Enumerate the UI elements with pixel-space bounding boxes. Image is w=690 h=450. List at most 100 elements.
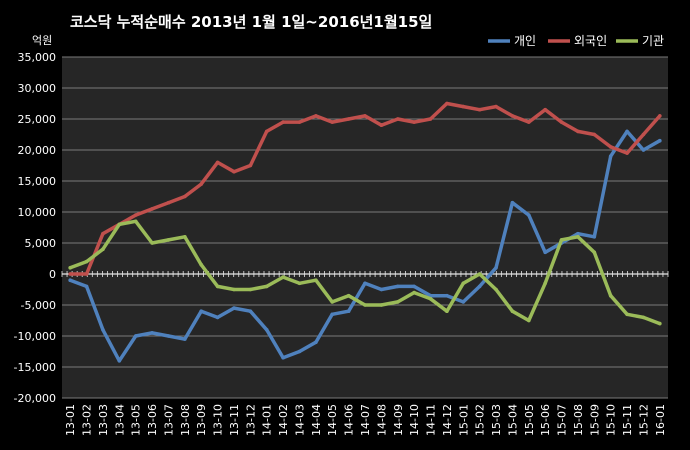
data-point [510, 114, 515, 118]
y-axis-unit-label: 억원 [32, 34, 52, 47]
y-tick-label: 10,000 [18, 206, 57, 219]
data-point [330, 300, 335, 304]
data-point [494, 266, 498, 270]
x-tick-label: 15-02 [474, 404, 487, 436]
data-point [363, 303, 367, 307]
data-point [166, 200, 171, 205]
data-point [183, 194, 187, 199]
data-point [477, 284, 482, 289]
x-tick-label: 14-07 [359, 404, 372, 436]
x-tick-label: 13-06 [146, 404, 159, 436]
x-tick-label: 14-04 [310, 404, 323, 436]
gridlines [62, 56, 668, 399]
data-point [117, 222, 122, 227]
data-point [330, 120, 335, 124]
data-point [658, 114, 662, 118]
data-point [428, 297, 433, 301]
data-point [510, 200, 515, 205]
x-tick-label: 15-01 [457, 404, 470, 436]
x-tick-label: 15-11 [621, 404, 634, 436]
data-point [576, 129, 580, 134]
x-tick-label: 15-10 [605, 404, 618, 436]
data-point [608, 145, 613, 149]
data-point [608, 154, 613, 158]
data-point [297, 349, 302, 354]
data-point [625, 129, 629, 134]
legend-label: 외국인 [574, 34, 607, 48]
data-point [150, 241, 154, 245]
data-point [314, 278, 318, 283]
data-point [395, 300, 400, 304]
data-point [199, 182, 204, 186]
data-point [395, 117, 400, 121]
data-point [264, 328, 269, 332]
x-tick-label: 13-05 [130, 404, 143, 436]
data-point [641, 315, 646, 320]
x-tick-label: 13-08 [179, 404, 192, 436]
y-axis-ticks: 35,000 30,000 25,000 20,000 15,000 10,000 5,00… [14, 51, 56, 405]
x-tick-label: 14-06 [343, 404, 356, 436]
data-point [215, 284, 220, 289]
data-point [150, 207, 154, 211]
data-point [314, 114, 318, 118]
data-point [445, 101, 449, 106]
data-point [395, 284, 400, 289]
data-point [297, 281, 302, 286]
data-point [133, 213, 138, 217]
data-point [281, 120, 285, 124]
data-point [68, 278, 72, 283]
data-point [117, 359, 122, 363]
x-tick-label: 15-09 [588, 404, 601, 436]
data-point [84, 259, 89, 264]
data-point [494, 287, 498, 292]
legend-label: 개인 [514, 34, 536, 48]
data-point [543, 281, 547, 286]
data-point [379, 303, 384, 307]
zero-axis [61, 271, 669, 277]
data-point [101, 247, 105, 251]
data-point [576, 235, 580, 239]
y-tick-label: 5,000 [25, 237, 57, 250]
data-point [641, 132, 646, 137]
data-point [543, 107, 547, 112]
data-point [477, 107, 482, 112]
data-point [576, 231, 580, 236]
legend-label: 기관 [642, 34, 664, 48]
data-point [248, 309, 253, 314]
data-point [379, 287, 384, 292]
data-point [592, 250, 597, 255]
data-point [543, 250, 547, 255]
data-point [264, 129, 269, 134]
y-tick-label: 30,000 [18, 82, 57, 95]
data-point [641, 148, 646, 152]
data-point [461, 281, 466, 286]
data-point [608, 293, 613, 298]
x-tick-label: 14-09 [392, 404, 405, 436]
chart-title: 코스닥 누적순매수 2013년 1월 1일~2016년1월15일 [70, 13, 432, 31]
data-point [297, 120, 302, 124]
y-tick-label: 35,000 [18, 51, 57, 64]
data-point [526, 213, 531, 217]
x-tick-label: 15-05 [523, 404, 536, 436]
data-point [592, 235, 597, 239]
y-tick-label: -5,000 [21, 299, 56, 312]
data-point [101, 231, 105, 236]
data-point [68, 272, 72, 276]
data-point [133, 219, 138, 224]
x-tick-label: 13-07 [162, 404, 175, 436]
x-tick-label: 15-08 [572, 404, 585, 436]
data-point [445, 309, 449, 314]
x-tick-label: 13-04 [113, 404, 126, 436]
data-point [477, 272, 482, 276]
x-tick-label: 13-01 [64, 404, 77, 436]
data-point [363, 114, 367, 118]
data-point [84, 284, 89, 289]
x-tick-label: 14-03 [293, 404, 306, 436]
data-point [248, 163, 253, 168]
data-point [559, 238, 564, 242]
data-point [183, 235, 187, 239]
data-point [346, 309, 351, 314]
x-tick-label: 14-11 [425, 404, 438, 436]
x-tick-label: 15-06 [539, 404, 552, 436]
data-point [133, 334, 138, 338]
